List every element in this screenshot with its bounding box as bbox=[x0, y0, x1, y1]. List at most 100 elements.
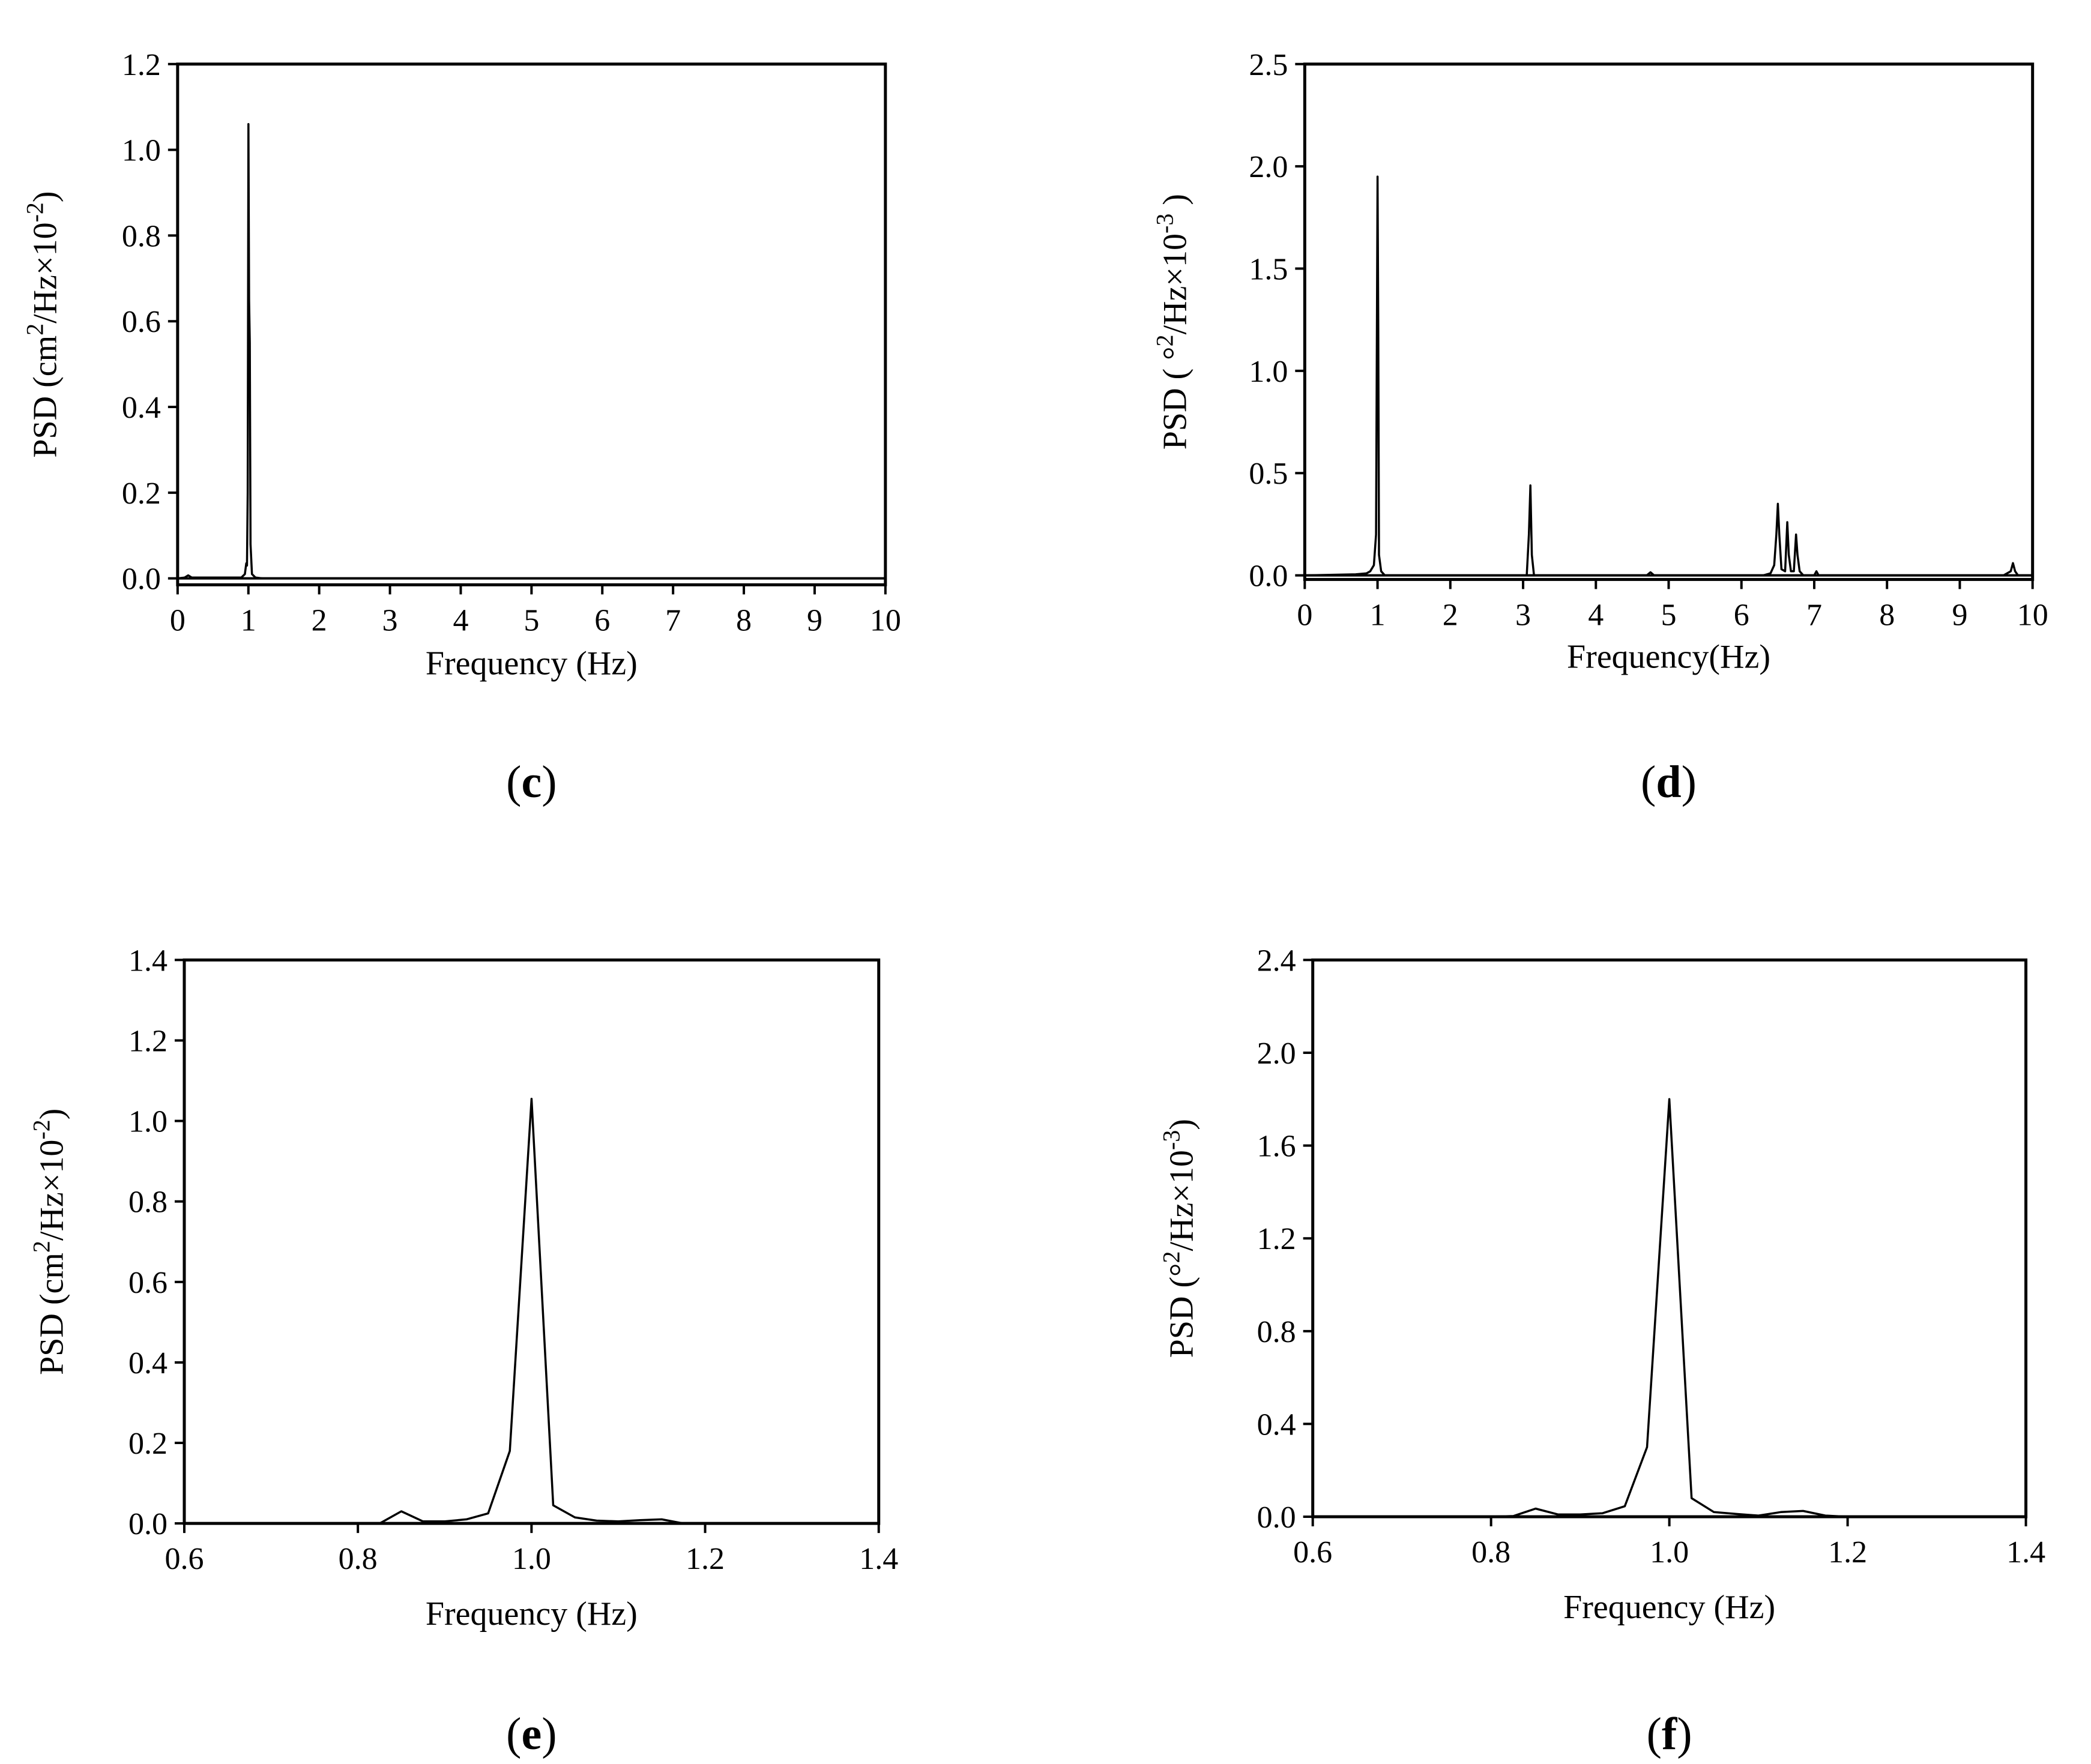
y-tick-label: 0.5 bbox=[1249, 457, 1288, 491]
y-tick-label: 1.0 bbox=[128, 1105, 167, 1139]
y-axis-label: PSD ( °2/Hz×10-3 ) bbox=[1151, 194, 1193, 450]
panel-label: (c) bbox=[506, 757, 557, 807]
panel-label: (e) bbox=[506, 1709, 557, 1759]
panel-letter: c bbox=[521, 757, 542, 807]
series-line-d bbox=[1305, 175, 2033, 577]
y-label-superscript: -3 bbox=[1151, 214, 1178, 233]
x-tick-label: 2 bbox=[1443, 598, 1458, 632]
chart-panel-f: 0.6 0.8 1.0 1.2 1.4 0.0 0.4 0.8 1.2 1.6 2.0 2.4 Freq… bbox=[1157, 944, 2045, 1759]
y-tick-label: 1.2 bbox=[122, 48, 161, 82]
y-tick-label: 2.0 bbox=[1249, 150, 1288, 184]
y-tick-label: 1.2 bbox=[1257, 1222, 1296, 1256]
x-tick-label: 0.6 bbox=[1293, 1535, 1332, 1570]
y-tick-label: 0.6 bbox=[128, 1266, 167, 1300]
plot-frame bbox=[1311, 958, 2028, 1519]
x-tick-label: 0.8 bbox=[339, 1542, 378, 1576]
panel-label: (f) bbox=[1647, 1709, 1692, 1759]
y-label-superscript: 2 bbox=[28, 1241, 55, 1253]
x-tick-label: 8 bbox=[1879, 598, 1895, 632]
chart-panel-d: 0 1 2 3 4 5 6 7 8 9 10 0.0 0.5 1.0 1.5 2.0 2.5 Frequency(… bbox=[1151, 48, 2048, 807]
y-tick-label: 2.4 bbox=[1257, 944, 1296, 978]
x-axis-label: Frequency (Hz) bbox=[1563, 1589, 1775, 1626]
x-tick-label: 4 bbox=[453, 603, 468, 637]
chart-panel-c: 0 1 2 3 4 5 6 7 8 9 10 0.0 0.2 0.4 0.6 0.8 1.0 1.2 Frequen… bbox=[21, 48, 901, 807]
y-axis-label: PSD (cm2/Hz×10-2) bbox=[28, 1109, 71, 1375]
y-axis-label: PSD (°2/Hz×10-3) bbox=[1157, 1119, 1200, 1358]
x-tick-label: 3 bbox=[382, 603, 398, 637]
y-tick-label: 1.0 bbox=[122, 134, 161, 168]
panel-label: (d) bbox=[1641, 757, 1697, 807]
y-tick-label: 0.0 bbox=[1257, 1501, 1296, 1535]
y-label-text: PSD ( ° bbox=[1156, 346, 1193, 450]
y-label-superscript: -3 bbox=[1157, 1130, 1184, 1150]
y-tick-label: 0.6 bbox=[122, 305, 161, 339]
plot-frame bbox=[1303, 62, 2035, 581]
y-label-superscript: -2 bbox=[28, 1119, 55, 1139]
y-tick-label: 1.4 bbox=[128, 944, 167, 978]
x-tick-label: 7 bbox=[665, 603, 681, 637]
y-tick-label: 0.4 bbox=[128, 1346, 167, 1380]
y-label-text: PSD (cm bbox=[34, 1253, 71, 1375]
y-label-superscript: 2 bbox=[21, 324, 48, 336]
y-tick-label: 1.0 bbox=[1249, 355, 1288, 389]
y-tick-label: 2.5 bbox=[1249, 48, 1288, 82]
y-label-superscript: 2 bbox=[1157, 1251, 1184, 1263]
x-tick-label: 10 bbox=[870, 603, 901, 637]
series-line-c bbox=[177, 122, 886, 580]
x-tick-label: 0.6 bbox=[164, 1542, 204, 1576]
x-tick-label: 8 bbox=[736, 603, 752, 637]
y-tick-label: 0.8 bbox=[128, 1185, 167, 1220]
x-tick-label: 6 bbox=[1734, 598, 1749, 632]
y-tick-label: 1.2 bbox=[128, 1025, 167, 1059]
y-label-text: ) bbox=[1156, 194, 1193, 214]
panel-letter: d bbox=[1656, 757, 1681, 807]
y-label-text: PSD (° bbox=[1163, 1263, 1200, 1358]
y-tick-label: 0.2 bbox=[122, 477, 161, 511]
x-tick-label: 9 bbox=[1952, 598, 1967, 632]
x-tick-label: 0 bbox=[1297, 598, 1312, 632]
y-label-text: /Hz×10 bbox=[34, 1140, 71, 1241]
y-label-text: ) bbox=[34, 1109, 71, 1120]
y-tick-label: 0.4 bbox=[122, 391, 161, 425]
x-tick-label: 0.8 bbox=[1471, 1535, 1510, 1570]
y-tick-label: 0.0 bbox=[128, 1507, 167, 1541]
y-tick-label: 0.0 bbox=[1249, 559, 1288, 594]
x-axis-label: Frequency(Hz) bbox=[1567, 638, 1770, 675]
x-axis-label: Frequency (Hz) bbox=[426, 1595, 638, 1633]
y-label-text: /Hz×10 bbox=[1156, 233, 1193, 334]
panel-letter: e bbox=[521, 1709, 542, 1759]
x-tick-label: 1 bbox=[241, 603, 256, 637]
x-tick-label: 1.4 bbox=[2006, 1535, 2045, 1570]
x-tick-label: 5 bbox=[1661, 598, 1677, 632]
x-tick-label: 10 bbox=[2017, 598, 2048, 632]
x-tick-label: 0 bbox=[170, 603, 186, 637]
y-label-text: /Hz×10 bbox=[26, 222, 64, 323]
x-tick-label: 3 bbox=[1515, 598, 1531, 632]
x-tick-label: 1.0 bbox=[512, 1542, 551, 1576]
x-tick-label: 1.4 bbox=[859, 1542, 898, 1576]
y-label-superscript: 2 bbox=[1151, 334, 1178, 346]
y-tick-label: 0.4 bbox=[1257, 1407, 1296, 1442]
y-tick-label: 1.5 bbox=[1249, 253, 1288, 287]
series-line-f bbox=[1312, 1098, 2026, 1518]
x-tick-label: 9 bbox=[807, 603, 822, 637]
y-tick-label: 2.0 bbox=[1257, 1037, 1296, 1071]
y-tick-label: 0.0 bbox=[122, 562, 161, 597]
x-tick-label: 6 bbox=[594, 603, 610, 637]
x-tick-label: 1.2 bbox=[1828, 1535, 1867, 1570]
x-tick-label: 1.2 bbox=[686, 1542, 725, 1576]
y-label-superscript: -2 bbox=[21, 202, 48, 222]
plot-frame bbox=[176, 62, 887, 586]
plot-frame bbox=[183, 958, 881, 1525]
series-line-e bbox=[184, 1097, 879, 1525]
y-tick-label: 0.8 bbox=[122, 219, 161, 253]
y-tick-label: 0.8 bbox=[1257, 1315, 1296, 1349]
chart-panel-e: 0.6 0.8 1.0 1.2 1.4 0.0 0.2 0.4 0.6 0.8 1.0 1.2 1.4 F… bbox=[28, 944, 899, 1759]
x-tick-label: 2 bbox=[312, 603, 327, 637]
x-axis-label: Frequency (Hz) bbox=[426, 645, 638, 682]
y-label-text: ) bbox=[1163, 1119, 1200, 1130]
x-tick-label: 5 bbox=[524, 603, 539, 637]
x-tick-label: 1 bbox=[1370, 598, 1386, 632]
y-label-text: PSD (cm bbox=[26, 336, 64, 458]
